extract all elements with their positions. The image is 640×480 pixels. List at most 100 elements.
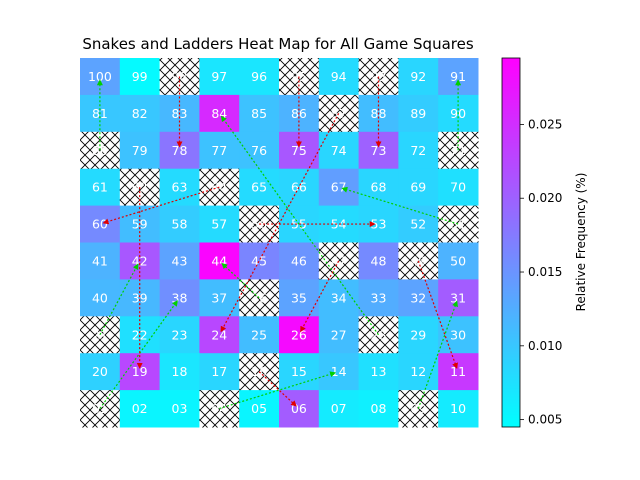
cell-label: 58 <box>172 217 188 232</box>
ladder-arrow <box>341 186 459 225</box>
cell-label: 29 <box>410 327 426 342</box>
heatmap-cell <box>80 168 121 207</box>
cell-label: 60 <box>92 217 108 232</box>
cell-label: 74 <box>331 143 347 158</box>
ladder-arrow <box>221 262 260 299</box>
colorbar-tick-label: 0.010 <box>528 339 562 353</box>
cell-label: 07 <box>331 401 347 416</box>
cell-label: 68 <box>371 180 387 195</box>
cell-label: 19 <box>132 364 148 379</box>
arrow-layer <box>96 76 462 410</box>
cell-label: 78 <box>172 143 188 158</box>
heatmap-cell <box>398 94 439 133</box>
heatmap-cell <box>199 353 240 391</box>
heatmap-cell <box>199 58 240 96</box>
cell-label: 10 <box>450 401 466 416</box>
cell-label: 92 <box>410 69 426 84</box>
ladder-arrow <box>417 300 458 409</box>
cell-label: 40 <box>92 290 108 305</box>
heatmap-cell <box>159 279 200 317</box>
cell-label: 46 <box>291 253 307 268</box>
colorbar-gradient <box>501 57 521 428</box>
cell-label: 24 <box>211 327 227 342</box>
cell-label: 37 <box>211 290 227 305</box>
cell-label: 66 <box>291 180 307 195</box>
heatmap-cell <box>239 316 280 354</box>
cell-label: 35 <box>291 290 307 305</box>
heatmap-cell <box>159 353 200 391</box>
cell-label: 36 <box>251 290 267 305</box>
heatmap-cell <box>199 131 240 170</box>
cell-label: 31 <box>450 290 466 305</box>
cell-label: 39 <box>132 290 148 305</box>
colorbar-tick-label: 0.005 <box>528 413 562 427</box>
heatmap-cell <box>119 390 161 428</box>
heatmap-cell <box>398 279 439 317</box>
cell-label: 32 <box>410 290 426 305</box>
cell-label: 13 <box>371 364 387 379</box>
cell-label: 23 <box>172 327 188 342</box>
cell-label: 91 <box>450 69 466 84</box>
cell-label: 41 <box>92 253 108 268</box>
heatmap-cell <box>239 94 280 133</box>
hatched-cell <box>438 205 479 243</box>
ladder-arrow <box>220 115 379 336</box>
heatmap-cell <box>239 242 280 280</box>
heatmap-cell <box>438 353 479 391</box>
cell-label: 63 <box>172 180 188 195</box>
cell-label: 30 <box>450 327 466 342</box>
heatmap-cell <box>358 168 399 207</box>
cell-label: 94 <box>331 69 347 84</box>
heatmap-cell <box>80 279 121 317</box>
cell-label: 48 <box>371 253 387 268</box>
hatched-cell <box>199 168 240 207</box>
heatmap-cell <box>358 353 399 391</box>
cell-label: 12 <box>410 364 426 379</box>
cell-label: 45 <box>251 253 267 268</box>
cell-label: 26 <box>291 327 307 342</box>
colorbar: 0.005 0.010 0.015 0.020 0.025 Relative Frequ… <box>501 57 588 428</box>
cell-label: 67 <box>331 180 347 195</box>
ladder-arrow <box>99 263 139 336</box>
heatmap-cell <box>279 353 320 391</box>
heatmap-cell <box>199 316 240 354</box>
heatmap-cell <box>199 94 240 133</box>
cell-label: 76 <box>251 143 267 158</box>
heatmap-cell <box>318 316 360 354</box>
heatmap-cell <box>318 58 360 96</box>
cell-label: 44 <box>211 253 227 268</box>
cell-label: 22 <box>132 327 148 342</box>
cell-label: 50 <box>450 253 466 268</box>
heatmap-cell <box>119 131 161 170</box>
heatmap-cell <box>279 316 320 354</box>
hatched-cell <box>358 316 399 354</box>
colorbar-tick-label: 0.015 <box>528 265 562 279</box>
cell-label: 99 <box>132 69 148 84</box>
heatmap-cell <box>239 131 280 170</box>
cell-label: 96 <box>251 69 267 84</box>
heatmap-cell <box>318 353 360 391</box>
heatmap-cell <box>358 279 399 317</box>
heatmap-cell <box>358 390 399 428</box>
cell-label: 08 <box>371 401 387 416</box>
cell-label: 64 <box>211 180 227 195</box>
cell-label: 75 <box>291 143 307 158</box>
cell-label: 84 <box>211 106 227 121</box>
cell-label: 28 <box>371 327 387 342</box>
heatmap-cell <box>438 242 479 280</box>
heatmap-cell <box>438 168 479 207</box>
cell-label: 25 <box>251 327 267 342</box>
heatmap-cell <box>159 242 200 280</box>
heatmap-cell <box>398 58 439 96</box>
heatmap-cell <box>279 168 320 207</box>
heatmap-cell <box>199 279 240 317</box>
cell-label: 03 <box>172 401 188 416</box>
heatmap-cell <box>199 242 240 280</box>
cell-label: 38 <box>172 290 188 305</box>
heatmap-cell <box>398 168 439 207</box>
cell-label: 61 <box>92 180 108 195</box>
cell-label: 89 <box>410 106 426 121</box>
snake-arrow <box>417 260 458 370</box>
cell-label: 34 <box>331 290 347 305</box>
cell-label: 77 <box>211 143 227 158</box>
